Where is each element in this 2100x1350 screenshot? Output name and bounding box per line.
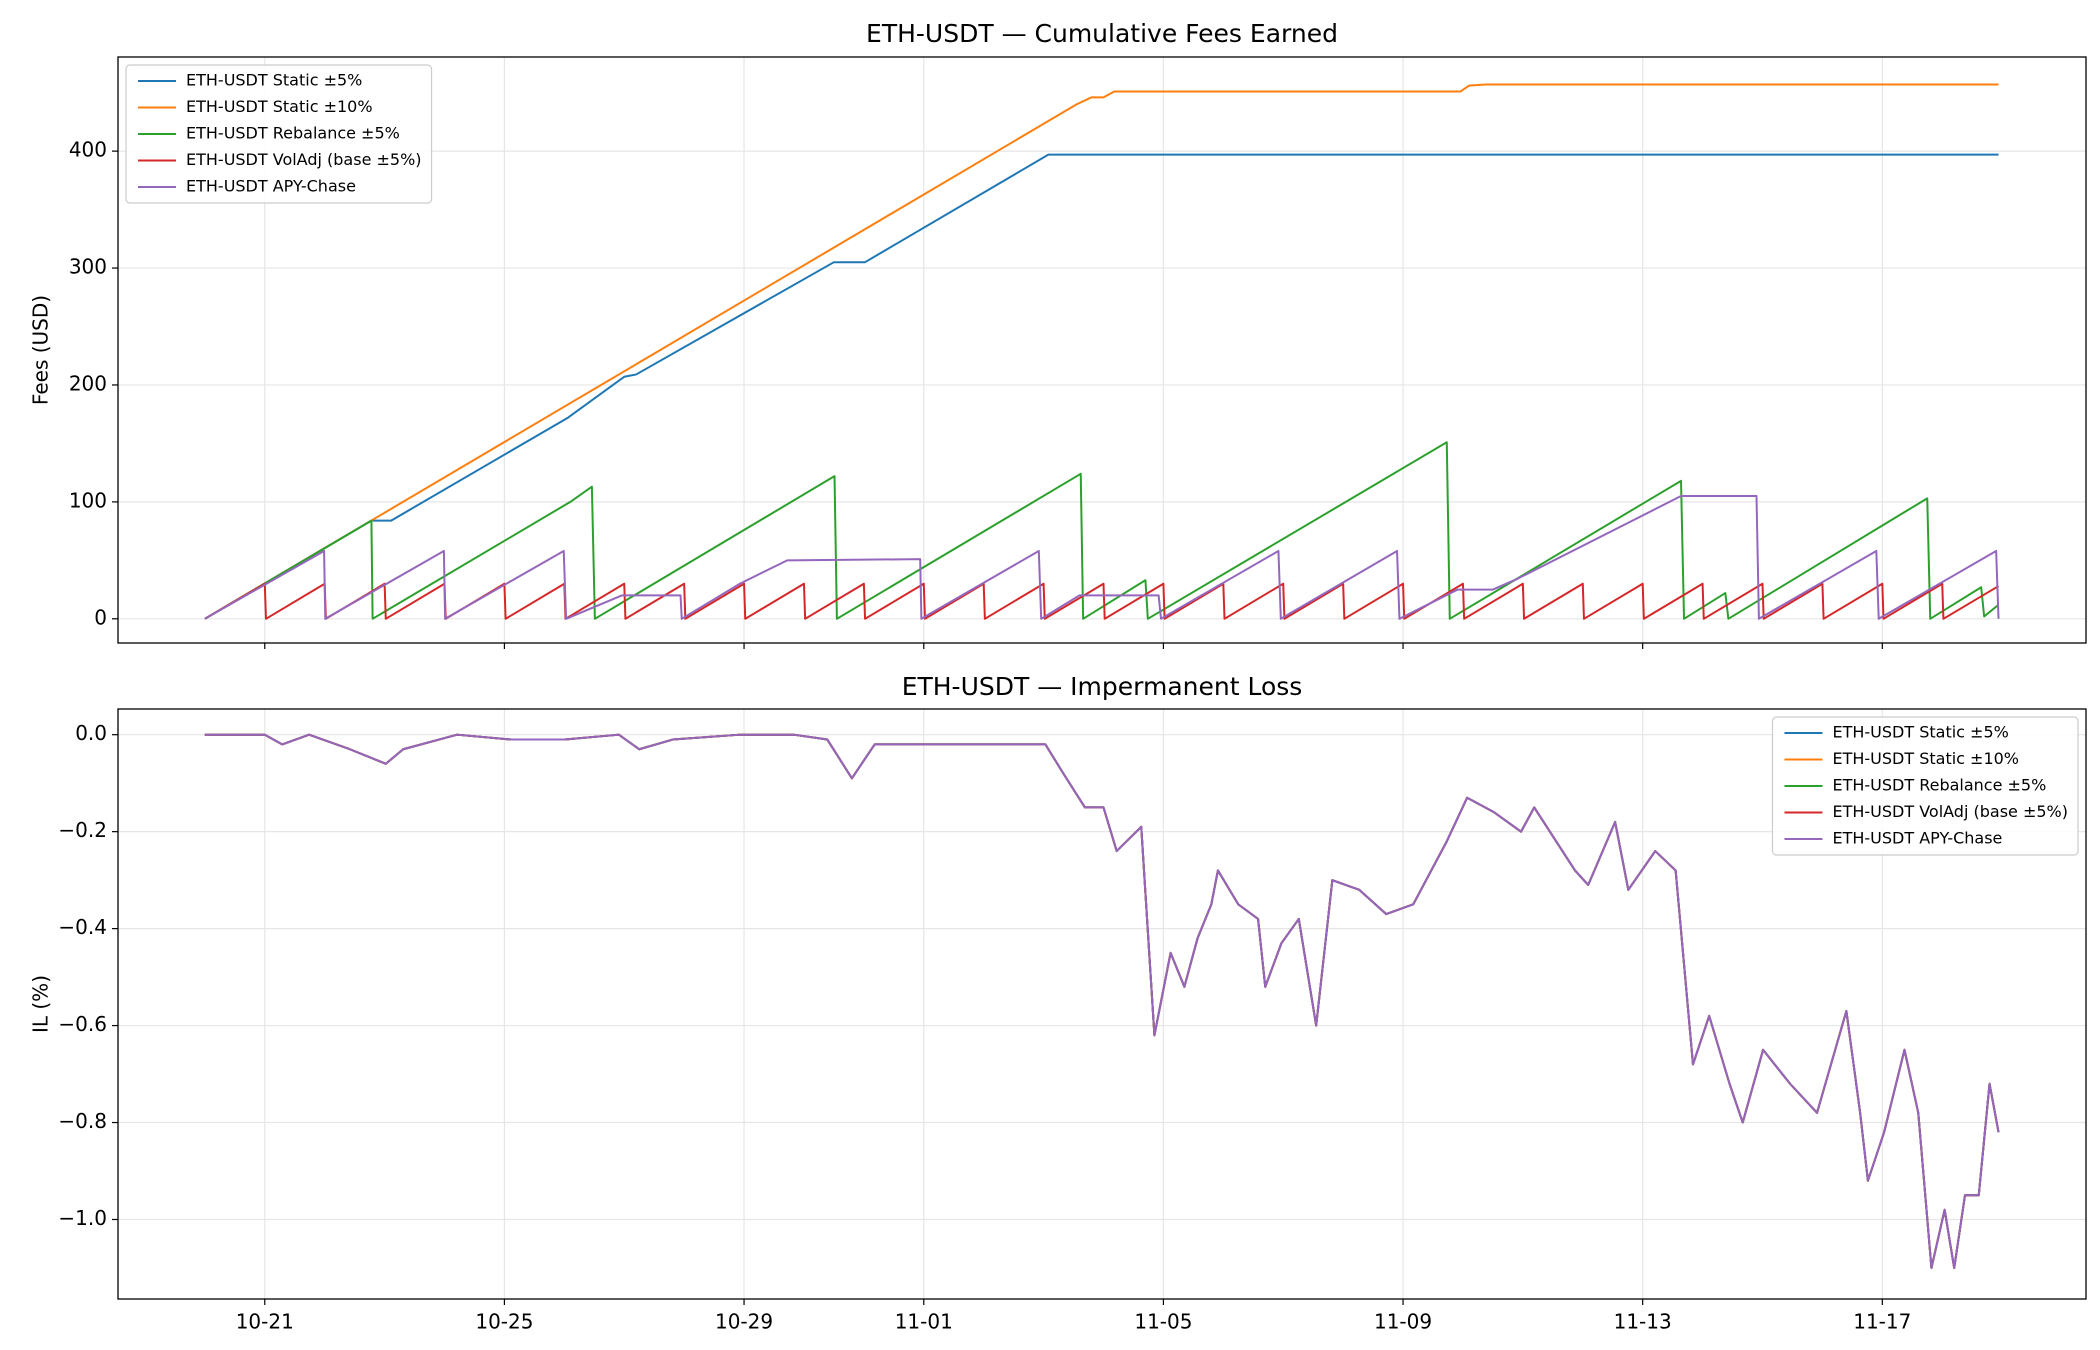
legend-label: ETH-USDT Rebalance ±5% [1832,776,2046,795]
y-tick-label: −0.6 [58,1012,107,1036]
y-tick-label: 200 [69,371,107,395]
subplot: 0.0 −0.2 −0.4 −0.6 −0.8 −1.0 10-21 10-25 10-29 11… [29,672,2087,1334]
x-tick-label: 11-05 [1134,1310,1192,1334]
y-tick-label: −0.8 [58,1109,107,1133]
series-line [204,153,1999,620]
x-tick-label: 10-21 [236,1310,294,1334]
axes-frame [117,708,2087,1300]
legend-label: ETH-USDT VolAdj (base ±5%) [186,150,422,169]
legend-label: ETH-USDT Rebalance ±5% [186,124,400,143]
x-tick-label: 11-13 [1614,1310,1672,1334]
series-line [204,495,2000,620]
subplot: 0 100 200 300 400 ETH-USDT — Cumulative Fees … [29,19,2087,649]
x-tick-label: 11-17 [1853,1310,1911,1334]
legend-label: ETH-USDT Static ±5% [1832,723,2008,742]
legend-label: ETH-USDT VolAdj (base ±5%) [1832,802,2068,821]
y-axis-label: Fees (USD) [29,295,53,405]
legend: ETH-USDT Static ±5% ETH-USDT Static ±10% E… [1771,716,2079,856]
legend-box [125,64,433,204]
y-tick-label: 300 [69,255,107,279]
legend-label: ETH-USDT Static ±5% [186,71,362,90]
series-line [204,441,2000,620]
legend-label: ETH-USDT Static ±10% [186,97,373,116]
x-tick-label: 11-01 [895,1310,953,1334]
series-line [204,83,1999,620]
y-tick-label: 0 [94,605,107,629]
y-tick-label: −0.2 [58,818,107,842]
x-tick-label: 10-29 [715,1310,773,1334]
series-line [204,582,2000,620]
y-tick-label: −1.0 [58,1206,107,1230]
chart-title: ETH-USDT — Impermanent Loss [902,672,1303,701]
legend-box [1771,716,2079,856]
y-tick-label: −0.4 [58,915,107,939]
y-axis-label: IL (%) [29,975,53,1033]
x-tick-label: 10-25 [475,1310,533,1334]
axes-frame [117,56,2087,644]
series-line [204,733,2000,1269]
legend: ETH-USDT Static ±5% ETH-USDT Static ±10% E… [125,64,433,204]
legend-label: ETH-USDT Static ±10% [1832,749,2019,768]
x-tick-label: 11-09 [1374,1310,1432,1334]
y-tick-label: 0.0 [75,721,107,745]
legend-label: ETH-USDT APY-Chase [186,177,356,196]
chart-title: ETH-USDT — Cumulative Fees Earned [866,19,1338,48]
y-tick-label: 100 [69,488,107,512]
legend-label: ETH-USDT APY-Chase [1832,829,2002,848]
y-tick-label: 400 [69,138,107,162]
